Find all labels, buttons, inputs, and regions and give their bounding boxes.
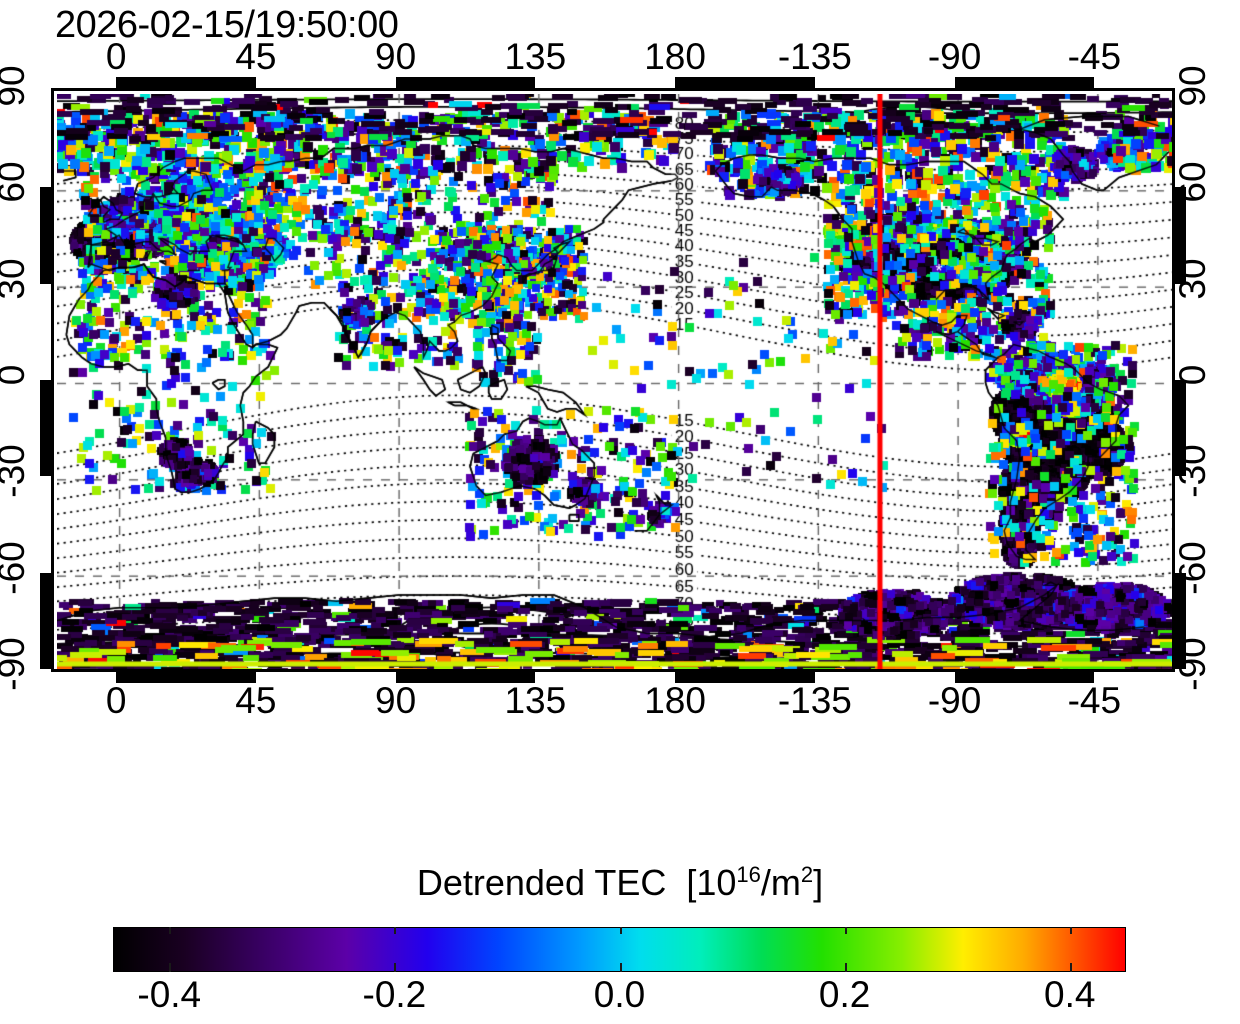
colorbar-tick <box>844 927 847 934</box>
page-title: 2026-02-15/19:50:00 <box>55 4 399 46</box>
colorbar-tick <box>394 963 397 972</box>
axis-tick-label-lon: -45 <box>1067 36 1122 77</box>
axis-tick-label-lon: -90 <box>927 680 982 721</box>
colorbar-tick-label: -0.2 <box>362 974 427 1015</box>
colorbar-units-prefix: [10 <box>686 862 737 903</box>
colorbar-tick <box>394 927 397 934</box>
colorbar-tick <box>169 927 172 934</box>
colorbar-tick-label: 0.2 <box>818 974 871 1015</box>
axis-tick-label-lon: -135 <box>777 680 852 721</box>
colorbar-title: Detrended TEC [1016/m2] <box>0 862 1240 904</box>
colorbar-tick <box>1069 963 1072 972</box>
colorbar-title-main: Detrended TEC <box>416 862 667 903</box>
axis-tick-label-lon: 0 <box>105 36 127 77</box>
map-plot-area[interactable] <box>51 88 1175 672</box>
colorbar-tick-labels: -0.4 -0.2 0.0 0.2 0.4 <box>113 974 1126 1019</box>
colorbar-tick <box>1069 927 1072 934</box>
axis-tick-label-lon: 135 <box>504 36 567 77</box>
colorbar-tick <box>619 927 622 934</box>
axis-tick-label-lon: 135 <box>504 680 567 721</box>
colorbar-section: Detrended TEC [1016/m2] -0.4 -0.2 0.0 0.2 0.… <box>0 862 1240 1015</box>
colorbar-units-exponent-2: 2 <box>800 862 814 887</box>
colorbar-tick <box>844 963 847 972</box>
axis-scale-bar <box>54 77 1172 88</box>
axis-tick-label-lon: 45 <box>235 36 277 77</box>
colorbar-tick <box>169 963 172 972</box>
axis-tick-label-lon: 180 <box>644 680 706 721</box>
axis-tick-label-lon: 180 <box>644 36 706 77</box>
axis-tick-label-lon: -45 <box>1067 680 1122 721</box>
colorbar-tick-label: -0.4 <box>137 974 202 1015</box>
axis-scale-bar <box>1175 91 1186 669</box>
colorbar-scale[interactable] <box>113 927 1126 972</box>
colorbar-tick-label: 0.0 <box>593 974 646 1015</box>
colorbar-tick <box>619 963 622 972</box>
colorbar-units-end: ] <box>813 862 824 903</box>
axis-tick-label-lon: 45 <box>235 680 277 721</box>
axis-tick-label-lon: 0 <box>105 680 127 721</box>
colorbar-tick-label: 0.4 <box>1044 974 1096 1015</box>
axis-tick-label-lon: 90 <box>375 36 417 77</box>
tec-map-canvas <box>57 94 1172 669</box>
axis-scale-bar <box>54 672 1172 683</box>
colorbar-units-exponent: 16 <box>736 862 761 887</box>
axis-tick-label-lon: 90 <box>375 680 417 721</box>
axis-scale-bar <box>40 91 51 669</box>
axis-tick-label-lon: -90 <box>927 36 982 77</box>
axis-tick-label-lon: -135 <box>777 36 852 77</box>
colorbar-units-suffix: /m <box>760 862 801 903</box>
